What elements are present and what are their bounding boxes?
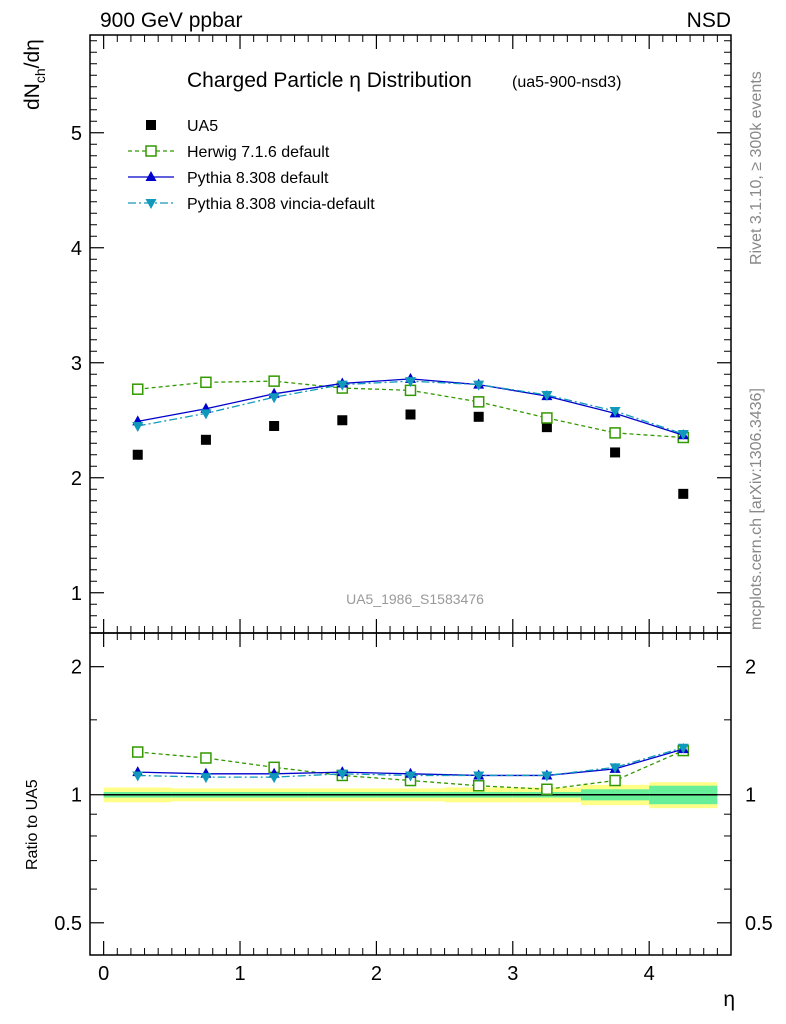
legend-marker-ua5 [146, 120, 156, 130]
data-point-ua5 [610, 447, 621, 458]
analysis-watermark: UA5_1986_S1583476 [346, 591, 484, 607]
chart-title-suffix: (ua5-900-nsd3) [512, 74, 621, 91]
main-plot-area [131, 372, 690, 499]
rivet-version-label: Rivet 3.1.10, ≥ 300k events [748, 71, 765, 265]
x-tick-label: 1 [234, 963, 245, 985]
ratio-y-axis-label: Ratio to UA5 [24, 779, 41, 870]
header-left: 900 GeV ppbar [100, 9, 242, 32]
data-point-pythia-8-308-vincia-default [473, 380, 485, 391]
data-point-pythia-8-308-vincia-default [268, 773, 280, 784]
ratio-y-tick-label: 0.5 [54, 913, 82, 935]
data-point-pythia-8-308-vincia-default [677, 743, 689, 754]
data-point-herwig-7-1-6-default [609, 774, 621, 787]
y-tick-label: 5 [71, 123, 82, 145]
x-tick-label: 4 [644, 963, 655, 985]
data-point-ua5 [132, 449, 143, 460]
ylabel-sub: ch [32, 68, 48, 83]
y-tick-label: 2 [71, 468, 82, 490]
data-point-herwig-7-1-6-default [200, 752, 212, 764]
y-tick-label: 4 [71, 238, 82, 260]
header-right: NSD [687, 9, 731, 32]
data-point-pythia-8-308-vincia-default [541, 390, 553, 401]
x-tick-label: 2 [371, 963, 382, 985]
ylabel-tail: /dη [21, 39, 44, 68]
data-point-herwig-7-1-6-default [131, 383, 144, 395]
ylabel-main: dN [21, 83, 44, 110]
ratio-panel: 0.5 0.5 1 1 2 2 0 1 2 3 4 Ratio to UA5 η [24, 632, 773, 1011]
ratio-y-tick-label: 1 [71, 785, 82, 807]
data-point-ua5 [405, 409, 416, 420]
legend-label-ua5: UA5 [187, 118, 218, 135]
data-point-ua5 [678, 488, 689, 499]
data-point-pythia-8-308-vincia-default [336, 380, 348, 391]
data-point-pythia-8-308-vincia-default [677, 430, 689, 441]
data-point-pythia-8-308-vincia-default [200, 773, 212, 784]
data-point-pythia-8-308-vincia-default [336, 769, 348, 780]
x-axis-label: η [723, 988, 735, 1011]
data-point-pythia-8-308-vincia-default [132, 771, 144, 782]
y-tick-label: 3 [71, 353, 82, 375]
data-point-pythia-8-308-vincia-default [268, 393, 280, 404]
data-point-pythia-8-308-vincia-default [541, 771, 553, 782]
data-point-ua5 [541, 422, 552, 433]
ratio-y-tick-label-right: 2 [745, 657, 756, 679]
data-point-pythia-8-308-vincia-default [609, 407, 621, 418]
y-tick-label: 1 [71, 583, 82, 605]
data-point-pythia-8-308-vincia-default [405, 771, 416, 782]
data-point-pythia-8-308-vincia-default [473, 771, 485, 782]
x-tick-label: 3 [507, 963, 518, 985]
data-point-herwig-7-1-6-default [472, 396, 485, 408]
main-panel: 1 2 3 4 5 Charged Particle η Distribution (u… [21, 34, 732, 634]
main-x-axis [103, 35, 718, 633]
legend-label-herwig-7-1-6-default: Herwig 7.1.6 default [187, 144, 330, 161]
ratio-y-tick-label: 2 [71, 657, 82, 679]
ratio-y-tick-label-right: 1 [745, 785, 756, 807]
data-point-herwig-7-1-6-default [131, 746, 144, 758]
ratio-y-tick-label-right: 0.5 [745, 913, 773, 935]
mcplots-label: mcplots.cern.ch [arXiv:1306.3436] [748, 388, 765, 630]
data-point-herwig-7-1-6-default [609, 427, 621, 439]
main-y-axis-label: dNch/dη [21, 39, 48, 110]
main-y-axis: 1 2 3 4 5 [71, 40, 731, 628]
ratio-y-axis: 0.5 0.5 1 1 2 2 [54, 657, 773, 935]
legend-marker-pythia-8-308-default [145, 171, 157, 181]
legend-marker-herwig-7-1-6-default [145, 145, 157, 157]
data-point-ua5 [200, 434, 211, 445]
x-tick-label: 0 [98, 963, 109, 985]
data-point-pythia-8-308-vincia-default [132, 422, 144, 432]
ratio-plot-area [131, 743, 690, 796]
data-point-pythia-8-308-vincia-default [405, 377, 416, 388]
legend-label-pythia-8-308-vincia-default: Pythia 8.308 vincia-default [187, 196, 375, 213]
data-point-herwig-7-1-6-default [268, 375, 280, 387]
data-point-pythia-8-308-vincia-default [609, 763, 621, 774]
data-point-ua5 [473, 411, 484, 422]
data-point-herwig-7-1-6-default [541, 783, 553, 796]
legend: UA5 Herwig 7.1.6 default Pythia 8.308 defa… [128, 118, 375, 213]
chart-title: Charged Particle η Distribution [187, 69, 472, 92]
legend-label-pythia-8-308-default: Pythia 8.308 default [187, 170, 329, 187]
data-point-herwig-7-1-6-default [200, 376, 212, 389]
data-point-herwig-7-1-6-default [541, 412, 553, 424]
legend-marker-pythia-8-308-vincia-default [145, 199, 157, 209]
data-point-ua5 [269, 421, 280, 431]
data-point-herwig-7-1-6-default [472, 779, 485, 792]
ratio-frame [89, 632, 732, 956]
data-point-ua5 [337, 415, 348, 426]
data-point-pythia-8-308-vincia-default [200, 409, 212, 420]
ratio-x-axis: 0 1 2 3 4 [98, 633, 718, 985]
